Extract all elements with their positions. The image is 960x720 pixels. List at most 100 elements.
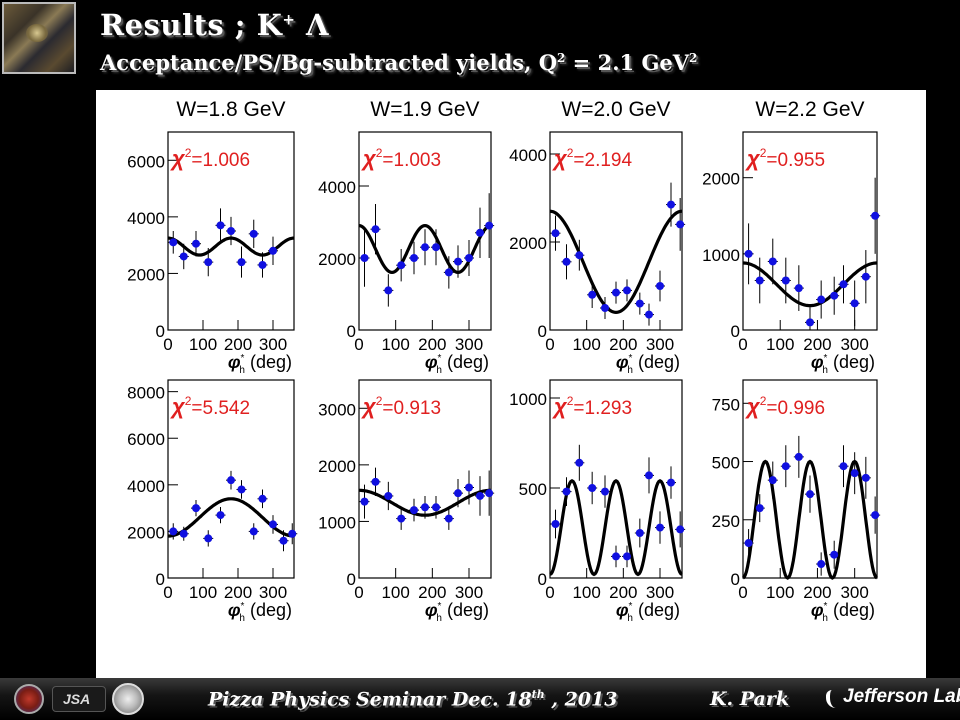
x-tick-label: 0 [354,583,363,602]
data-point [817,560,826,569]
y-tick-label: 2000 [702,170,740,189]
data-point [258,260,267,269]
x-tick-label: 0 [163,583,172,602]
university-seal [112,683,144,715]
data-point [360,497,369,506]
panel-frame [549,131,683,331]
y-tick-label: 0 [156,570,165,589]
data-point [806,318,814,327]
data-point [179,252,188,261]
x-tick-label: 0 [738,583,747,602]
data-point [444,514,453,523]
y-tick-label: 0 [731,570,740,589]
y-tick-label: 2000 [318,457,356,476]
data-point [588,290,597,299]
data-point [249,527,258,536]
fit-curve [549,478,683,577]
x-tick-label: 300 [455,583,483,602]
data-point [781,462,790,471]
y-tick-label: 4000 [318,178,356,197]
y-tick-label: 0 [347,322,356,341]
data-point [216,511,225,520]
x-tick-label: 0 [545,583,554,602]
plots-panel: W=1.8 GeV 0 2000 4000 6000 0 100 200 300 φ* h (deg… [96,90,926,680]
data-point [227,476,235,485]
data-point [179,529,188,538]
chi2-label: χ2=1.003 [361,146,441,171]
chi2-label: χ2=0.913 [361,394,441,419]
y-tick-label: 0 [538,570,547,589]
x-tick-label: 300 [259,583,287,602]
jefferson-lab-logo: Jefferson Lab [843,686,960,707]
data-point [192,504,200,513]
x-tick-label: 300 [646,583,674,602]
x-tick-label: 100 [766,335,794,354]
y-tick-label: 3000 [318,400,356,419]
data-point [755,276,764,285]
y-tick-label: 4000 [127,209,165,228]
y-tick-label: 2000 [127,523,165,542]
x-tick-label: 200 [609,583,637,602]
chi2-label: χ2=2.194 [552,146,632,171]
data-point [676,220,685,229]
x-tick-label: 300 [840,335,868,354]
data-point [384,286,393,295]
data-point [817,295,826,304]
data-point [421,503,429,512]
footer-bar: JSA [0,678,960,720]
data-point [612,288,620,297]
y-tick-label: 2000 [127,265,165,284]
y-tick-label: 0 [156,322,165,341]
x-tick-label: 200 [224,335,252,354]
y-tick-label: 6000 [127,430,165,449]
y-tick-label: 6000 [127,152,165,171]
data-point [839,462,848,471]
x-axis-label: φ* h (deg) [616,600,680,624]
data-point [755,504,764,513]
data-point [768,257,777,266]
data-point [794,284,803,293]
data-point [850,299,859,308]
jefferson-lab-swoosh-icon [826,690,840,708]
data-point [635,529,644,537]
data-point [476,491,484,500]
y-tick-label: 0 [538,322,547,341]
data-point [575,251,584,260]
panel-frame [358,131,492,331]
data-point [562,257,571,266]
data-point [204,534,213,543]
y-tick-label: 0 [731,322,740,341]
data-point [861,272,870,281]
y-tick-label: 2000 [318,250,356,269]
x-axis-label: φ* h (deg) [425,352,489,376]
data-point [476,228,484,237]
data-point [485,489,494,498]
x-tick-label: 300 [840,583,868,602]
y-tick-label: 4000 [509,146,547,165]
data-point [169,527,178,536]
data-point [656,282,664,290]
institution-logo-1 [14,684,44,714]
x-tick-label: 0 [545,335,554,354]
data-point [169,238,178,247]
data-point [258,494,267,503]
data-point [465,483,473,492]
data-point [269,520,277,529]
x-tick-label: 100 [381,583,409,602]
data-point [839,280,848,289]
data-point [601,304,609,312]
data-point [623,286,631,295]
data-point [623,552,631,561]
data-point [612,552,620,561]
chi2-label: χ2=0.955 [745,146,825,171]
data-point [830,550,839,559]
x-tick-label: 100 [572,583,600,602]
data-point [676,525,685,534]
data-point [410,506,418,515]
data-point [645,471,653,480]
